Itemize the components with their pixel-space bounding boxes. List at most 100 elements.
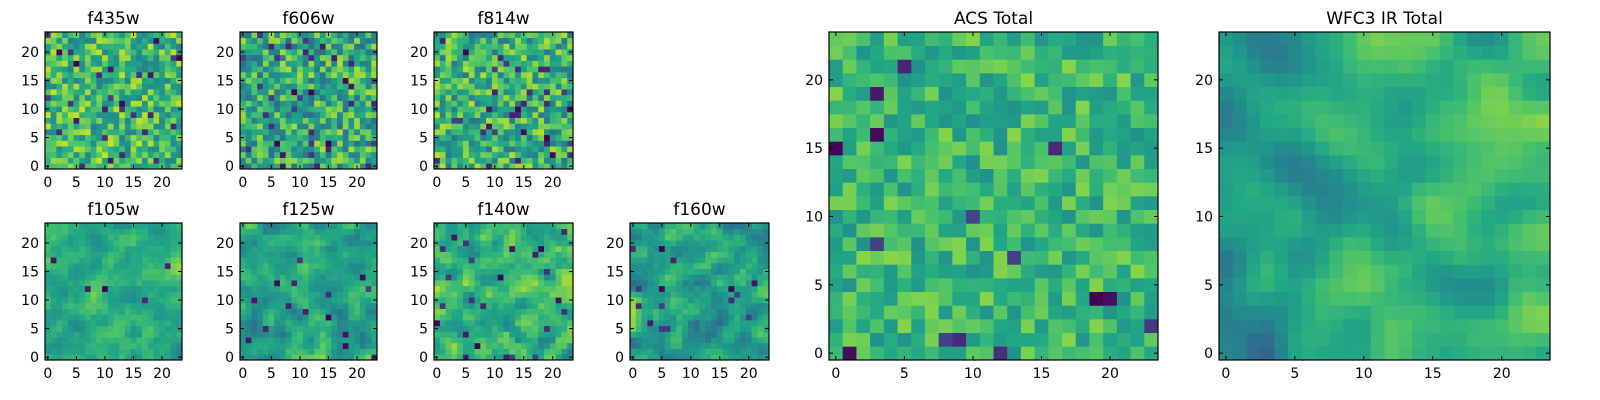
heatmap-cell [763, 223, 770, 230]
heatmap-cell [176, 308, 183, 315]
heatmap-cell [325, 94, 332, 101]
heatmap-cell [503, 111, 510, 118]
heatmap-cell [842, 141, 857, 156]
heatmap-cell [462, 43, 470, 50]
heatmap-cell [56, 297, 63, 304]
heatmap-cell [509, 49, 516, 56]
y-tick-label: 15 [410, 74, 428, 90]
heatmap-cell [561, 240, 568, 247]
heatmap-cell [79, 106, 86, 113]
heatmap-cell [285, 325, 292, 332]
heatmap-cell [79, 302, 86, 309]
heatmap-cell [728, 337, 735, 344]
heatmap-cell [337, 234, 344, 241]
heatmap-cell [257, 285, 264, 292]
heatmap-cell [359, 245, 366, 252]
heatmap-cell [966, 305, 981, 320]
heatmap-cell [90, 302, 97, 309]
heatmap-cell [348, 106, 355, 113]
heatmap-cell [486, 342, 493, 349]
heatmap-cell [526, 348, 533, 355]
heatmap-cell [1356, 346, 1372, 361]
heatmap-cell [549, 140, 556, 147]
heatmap-cell [176, 228, 183, 235]
heatmap-cell [268, 297, 275, 304]
heatmap-cell [84, 325, 92, 332]
heatmap-cell [348, 117, 355, 124]
heatmap-cell [130, 140, 137, 147]
heatmap-cell [829, 155, 844, 170]
heatmap-cell [159, 106, 166, 113]
heatmap-cell [50, 134, 57, 141]
heatmap-cell [331, 163, 338, 170]
heatmap-cell [763, 331, 770, 338]
heatmap-cell [73, 157, 80, 164]
heatmap-cell [555, 111, 562, 118]
heatmap-cell [67, 49, 74, 56]
heatmap-cell [555, 257, 562, 264]
heatmap-cell [532, 291, 539, 298]
heatmap-cell [90, 140, 97, 147]
heatmap-cell [314, 106, 321, 113]
heatmap-cell [1398, 305, 1413, 320]
heatmap-cell [532, 129, 539, 136]
heatmap-cell [308, 245, 315, 252]
heatmap-cell [79, 354, 86, 361]
heatmap-cell [670, 308, 677, 315]
heatmap-cell [240, 66, 247, 73]
heatmap-cell [354, 111, 361, 118]
heatmap-cell [716, 320, 724, 327]
heatmap-cell [124, 37, 131, 44]
heatmap-cell [130, 240, 137, 247]
heatmap-cell [829, 86, 844, 101]
x-tick-label: 5 [461, 366, 470, 382]
heatmap-cell [257, 71, 264, 79]
heatmap-cell [147, 77, 154, 84]
heatmap-cell [439, 337, 446, 344]
heatmap-cell [544, 157, 551, 164]
heatmap-cell [757, 245, 764, 252]
heatmap-cell [262, 77, 269, 84]
heatmap-cell [883, 114, 898, 129]
heatmap-cell [897, 100, 912, 115]
heatmap-cell [829, 291, 844, 306]
heatmap-cell [676, 320, 683, 327]
heatmap-cell [509, 151, 516, 158]
heatmap-cell [1343, 305, 1358, 320]
heatmap-cell [285, 49, 292, 56]
heatmap-cell [1048, 250, 1063, 265]
heatmap-cell [532, 157, 539, 164]
heatmap-cell [257, 77, 264, 84]
heatmap-cell [763, 314, 770, 321]
heatmap-cell [1020, 114, 1035, 129]
heatmap-cell [526, 337, 533, 344]
heatmap-cell [56, 71, 63, 79]
heatmap-cell [630, 274, 637, 281]
y-tick-label: 20 [216, 236, 234, 252]
heatmap-cell [509, 291, 516, 298]
heatmap-cell [90, 60, 97, 67]
heatmap-cell [653, 234, 660, 241]
heatmap-cell [434, 228, 441, 235]
heatmap-cell [630, 285, 637, 292]
heatmap-cell [153, 262, 160, 270]
heatmap-cell [664, 257, 671, 264]
heatmap-cell [491, 257, 499, 264]
heatmap-cell [734, 262, 741, 270]
heatmap-cell [682, 354, 689, 361]
heatmap-cell [67, 223, 74, 230]
heatmap-cell [491, 123, 499, 130]
heatmap-cell [314, 163, 321, 170]
heatmap-cell [136, 89, 143, 96]
heatmap-cell [348, 157, 355, 164]
heatmap-cell [291, 134, 298, 141]
heatmap-cell [567, 71, 574, 79]
heatmap-cell [532, 89, 539, 96]
heatmap-cell [722, 337, 729, 344]
heatmap-cell [520, 60, 528, 67]
heatmap-cell [515, 43, 522, 50]
heatmap-cell [1034, 319, 1049, 334]
heatmap-cell [325, 140, 332, 147]
heatmap-cell [130, 134, 137, 141]
heatmap-cell [240, 285, 247, 292]
